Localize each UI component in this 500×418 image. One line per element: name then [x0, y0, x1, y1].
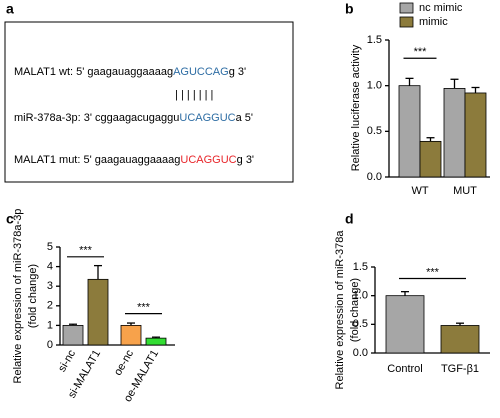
sequence-prefix: MALAT1 mut: 5' gaagauaggaaaag [14, 154, 180, 166]
legend-label: mimic [419, 16, 448, 28]
bar [120, 324, 142, 346]
x-tick-label: MUT [453, 185, 477, 197]
bar [419, 140, 442, 178]
y-tick-label: 0 [47, 339, 53, 351]
legend-swatch [399, 2, 414, 14]
significance-label: *** [414, 46, 428, 58]
sequence-suffix: g 3' [229, 66, 246, 78]
bar [440, 325, 480, 354]
panel-label: b [345, 1, 354, 17]
bar [87, 278, 109, 346]
y-tick-label: 1.0 [353, 290, 368, 302]
bar [145, 337, 167, 346]
binding-site: UCAGGUC [179, 112, 235, 124]
base-pairing: | | | | | | | [175, 89, 213, 101]
panel-label: d [345, 211, 354, 227]
sequence-prefix: miR-378a-3p: 3' cggaagacugaggu [14, 112, 179, 124]
bar [385, 295, 425, 354]
sequence-suffix: g 3' [237, 154, 254, 166]
y-tick-label: 0.5 [353, 318, 368, 330]
y-axis-label: Relative expression of miR-378a [334, 230, 346, 390]
y-tick-label: 1.5 [367, 34, 382, 46]
x-tick-label: TGF-β1 [441, 363, 479, 375]
panel-label: a [6, 1, 14, 17]
x-tick-label: oe-nc [112, 348, 136, 378]
legend-swatch [399, 16, 414, 28]
binding-site: UCAGGUC [180, 154, 236, 166]
significance-label: *** [137, 302, 151, 314]
bar [62, 324, 84, 346]
y-axis-label: (fold change) [27, 264, 39, 328]
y-tick-label: 0.0 [353, 347, 368, 359]
significance-label: *** [426, 266, 440, 278]
x-tick-label: si-nc [56, 348, 78, 375]
bar [443, 88, 466, 178]
legend-label: nc mimic [419, 2, 463, 14]
y-tick-label: 0.5 [367, 125, 382, 137]
sequence-row: MALAT1 mut: 5' gaagauaggaaaagUCAGGUCg 3' [14, 154, 254, 166]
binding-site: AGUCCAG [173, 66, 229, 78]
y-tick-label: 1.5 [353, 261, 368, 273]
sequence-row: MALAT1 wt: 5' gaagauaggaaaagAGUCCAGg 3' [14, 66, 246, 78]
y-axis-label: (fold change) [349, 278, 361, 342]
panel-label: c [6, 211, 14, 227]
significance-label: *** [79, 245, 93, 257]
sequence-prefix: MALAT1 wt: 5' gaagauaggaaaag [14, 66, 173, 78]
y-tick-label: 3 [47, 280, 53, 292]
y-axis-label: Relative luciferase activity [350, 44, 362, 171]
y-tick-label: 0.0 [367, 171, 382, 183]
y-tick-label: 1 [47, 319, 53, 331]
diagram: MALAT1 wt: 5' gaagauaggaaaagAGUCCAGg 3'm… [14, 66, 254, 166]
y-tick-label: 4 [47, 261, 53, 273]
sequence-row: miR-378a-3p: 3' cggaagacugagguUCAGGUCa 5… [14, 112, 253, 124]
bar [398, 85, 421, 178]
y-tick-label: 2 [47, 300, 53, 312]
diagram-box [4, 21, 294, 183]
x-tick-label: Control [387, 363, 422, 375]
sequence-suffix: a 5' [236, 112, 253, 124]
bar [464, 92, 487, 178]
y-axis-label: Relative expression of miR-378a-3p [12, 209, 24, 384]
y-tick-label: 1.0 [367, 80, 382, 92]
x-tick-label: WT [411, 185, 428, 197]
y-tick-label: 5 [47, 241, 53, 253]
